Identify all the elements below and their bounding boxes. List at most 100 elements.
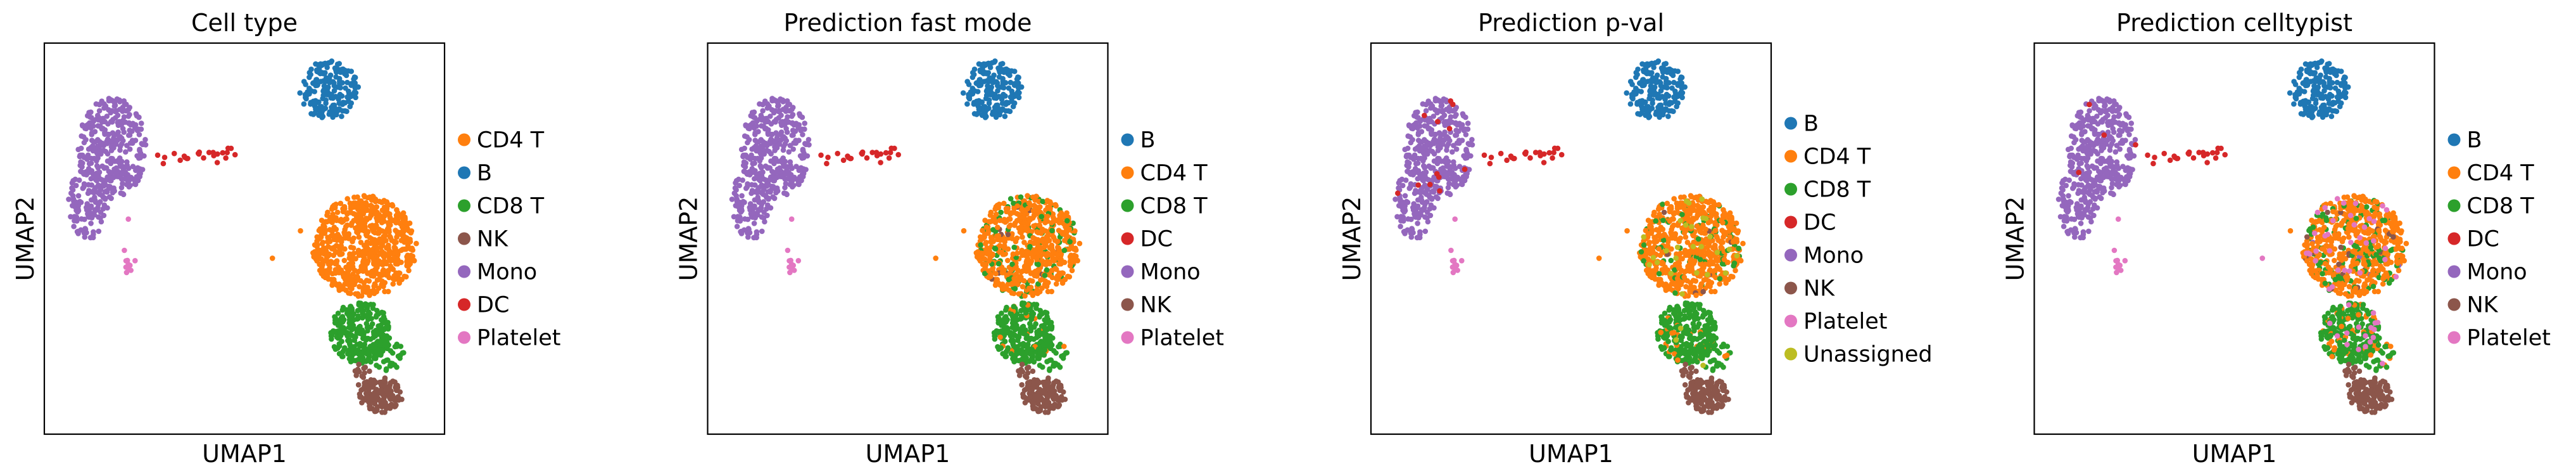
scatter-point (1731, 261, 1738, 266)
scatter-point (103, 131, 110, 137)
scatter-point (1047, 261, 1052, 267)
scatter-point (332, 280, 338, 286)
scatter-point (1717, 276, 1723, 282)
scatter-point (98, 219, 104, 225)
scatter-point (328, 59, 334, 65)
scatter-point (783, 171, 788, 177)
scatter-point (1674, 276, 1681, 281)
scatter-point (1004, 218, 1009, 224)
scatter-point (326, 218, 332, 224)
scatter-point (1715, 266, 1722, 272)
scatter-point (1011, 357, 1018, 363)
scatter-point (999, 84, 1006, 90)
scatter-point (766, 196, 771, 202)
scatter-point (79, 216, 85, 222)
scatter-point (344, 330, 350, 336)
scatter-point (789, 120, 795, 126)
scatter-point (117, 106, 123, 112)
scatter-point (1023, 225, 1029, 231)
scatter-point (88, 176, 94, 182)
scatter-point (395, 353, 401, 359)
scatter-point (781, 190, 787, 196)
scatter-point (1641, 242, 1647, 248)
scatter-point (1639, 61, 1645, 67)
scatter-point (1688, 249, 1695, 255)
scatter-point (1669, 85, 1675, 91)
scatter-point (340, 100, 346, 105)
scatter-point (182, 155, 188, 160)
scatter-point (394, 364, 400, 370)
legend-label: Platelet (477, 326, 561, 351)
scatter-point (103, 177, 110, 183)
scatter-point (359, 373, 365, 379)
scatter-point (348, 357, 354, 363)
scatter-point (329, 271, 336, 277)
scatter-point (405, 261, 411, 266)
scatter-point (350, 265, 355, 271)
scatter-point (372, 262, 378, 267)
scatter-point (374, 363, 379, 368)
scatter-point (367, 292, 372, 299)
scatter-point (378, 245, 384, 250)
scatter-point (733, 193, 739, 199)
scatter-point (111, 132, 117, 138)
scatter-point (733, 177, 740, 184)
scatter-point (1697, 257, 1703, 262)
scatter-point (1032, 203, 1038, 210)
scatter-point (382, 375, 388, 381)
scatter-point (742, 145, 747, 151)
scatter-point (363, 200, 369, 206)
scatter-point (317, 68, 322, 74)
scatter-point (783, 125, 789, 132)
scatter-point (1045, 409, 1051, 415)
scatter-point (393, 387, 400, 394)
scatter-point (368, 223, 374, 229)
scatter-point (160, 160, 167, 167)
scatter-point (393, 261, 399, 267)
scatter-point (1418, 155, 1424, 162)
scatter-point (760, 108, 766, 114)
scatter-point (363, 215, 369, 221)
scatter-point (1045, 288, 1051, 295)
scatter-point (1002, 113, 1008, 119)
scatter-point (132, 181, 138, 187)
scatter-point (1630, 96, 1636, 102)
scatter-point (102, 196, 108, 202)
scatter-point (117, 158, 122, 165)
scatter-point (1030, 406, 1036, 411)
scatter-point (395, 210, 401, 216)
scatter-point (357, 214, 363, 221)
scatter-point (883, 150, 889, 156)
scatter-point (785, 247, 791, 254)
scatter-point (1076, 240, 1083, 247)
scatter-point (129, 128, 135, 134)
scatter-point (992, 105, 998, 110)
scatter-point (1027, 321, 1033, 326)
scatter-point (312, 249, 318, 255)
scatter-point (393, 228, 398, 233)
scatter-point (1025, 193, 1030, 199)
scatter-point (741, 153, 747, 159)
scatter-point (130, 164, 136, 170)
scatter-point (1048, 243, 1054, 250)
scatter-point (1695, 223, 1700, 229)
scatter-point (1031, 250, 1037, 256)
legend-marker (458, 232, 470, 245)
scatter-point (341, 347, 347, 353)
scatter-point (1012, 286, 1018, 292)
scatter-point (314, 258, 320, 264)
scatter-point (355, 194, 360, 200)
scatter-point (1418, 207, 1425, 213)
scatter-point (1014, 348, 1020, 354)
scatter-point (1006, 68, 1012, 74)
scatter-point (333, 202, 339, 207)
scatter-point (319, 256, 324, 262)
scatter-point (1018, 274, 1024, 280)
scatter-point (355, 316, 361, 321)
scatter-point (1006, 224, 1013, 229)
scatter-point (343, 85, 348, 91)
scatter-point (1728, 273, 1734, 280)
scatter-point (1656, 110, 1662, 117)
